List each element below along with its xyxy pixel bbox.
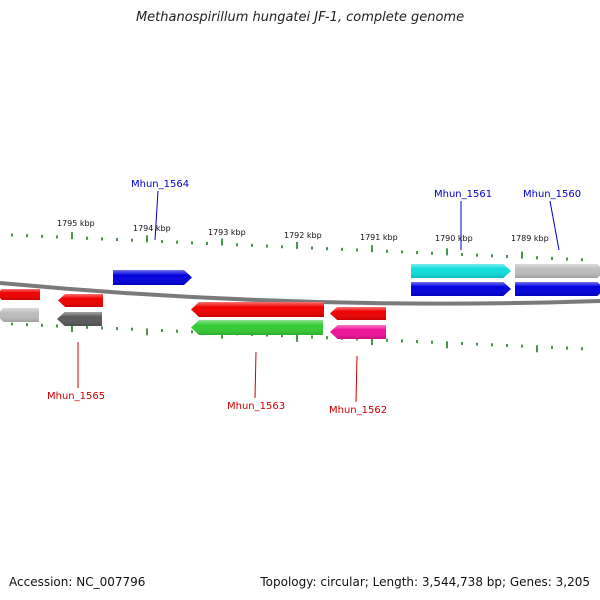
gene-labels: Mhun_1564 Mhun_1561 Mhun_1560 Mhun_1565 Mhun… [47,179,581,416]
gene-label[interactable]: Mhun_1563 [227,401,285,412]
gene-arrow[interactable] [411,282,511,296]
gene-arrow-shading [330,325,386,339]
genome-summary-text: Topology: circular; Length: 3,544,738 bp… [260,575,590,589]
gene-arrow-shading [0,308,39,322]
label-leader-line [355,355,358,403]
genome-title: Methanospirillum hungatei JF-1, complete… [135,10,465,25]
accession-text: Accession: NC_007796 [9,575,146,589]
gene-arrow-shading [191,302,324,317]
gene-label[interactable]: Mhun_1561 [434,189,492,200]
gene-arrow-shading [515,282,600,296]
gene-arrow[interactable] [515,264,600,278]
gene-label[interactable]: Mhun_1562 [329,405,387,416]
gene-arrow[interactable] [191,320,323,335]
gene-arrow[interactable] [411,264,511,278]
kbp-label: 1789 kbp [511,234,549,243]
outer-tick-ring [11,232,583,262]
label-leader-line [254,351,257,399]
gene-arrow[interactable] [515,282,600,296]
kbp-label: 1794 kbp [133,224,171,233]
gene-label[interactable]: Mhun_1560 [523,189,581,200]
gene-arrow-shading [0,289,40,300]
gene-arrow-shading [515,264,600,278]
kbp-label: 1790 kbp [435,234,473,243]
label-leader-line [154,190,159,241]
gene-arrow-shading [57,312,102,326]
gene-arrow-shading [113,270,192,285]
gene-arrow-shading [330,307,386,320]
gene-layer [0,264,600,339]
kbp-label: 1792 kbp [284,231,322,240]
kbp-labels: 1795 kbp 1794 kbp 1793 kbp 1792 kbp 1791 kbp… [57,219,549,243]
gene-arrow[interactable] [0,289,40,300]
label-leaders [77,190,560,403]
gene-arrow[interactable] [330,325,386,339]
gene-arrow[interactable] [191,302,324,317]
inner-tick-ring [11,322,583,353]
gene-label[interactable]: Mhun_1564 [131,179,189,190]
gene-arrow[interactable] [0,308,39,322]
gene-arrow[interactable] [330,307,386,320]
kbp-label: 1793 kbp [208,228,246,237]
gene-arrow[interactable] [57,312,102,326]
gene-arrow-shading [411,282,511,296]
kbp-label: 1791 kbp [360,233,398,242]
gene-label[interactable]: Mhun_1565 [47,391,105,402]
kbp-label: 1795 kbp [57,219,95,228]
gene-arrow[interactable] [58,294,103,307]
gene-arrow-shading [58,294,103,307]
gene-arrow[interactable] [113,270,192,285]
gene-arrow-shading [191,320,323,335]
gene-arrow-shading [411,264,511,278]
genome-backbone [0,281,600,306]
label-leader-line [549,200,560,251]
